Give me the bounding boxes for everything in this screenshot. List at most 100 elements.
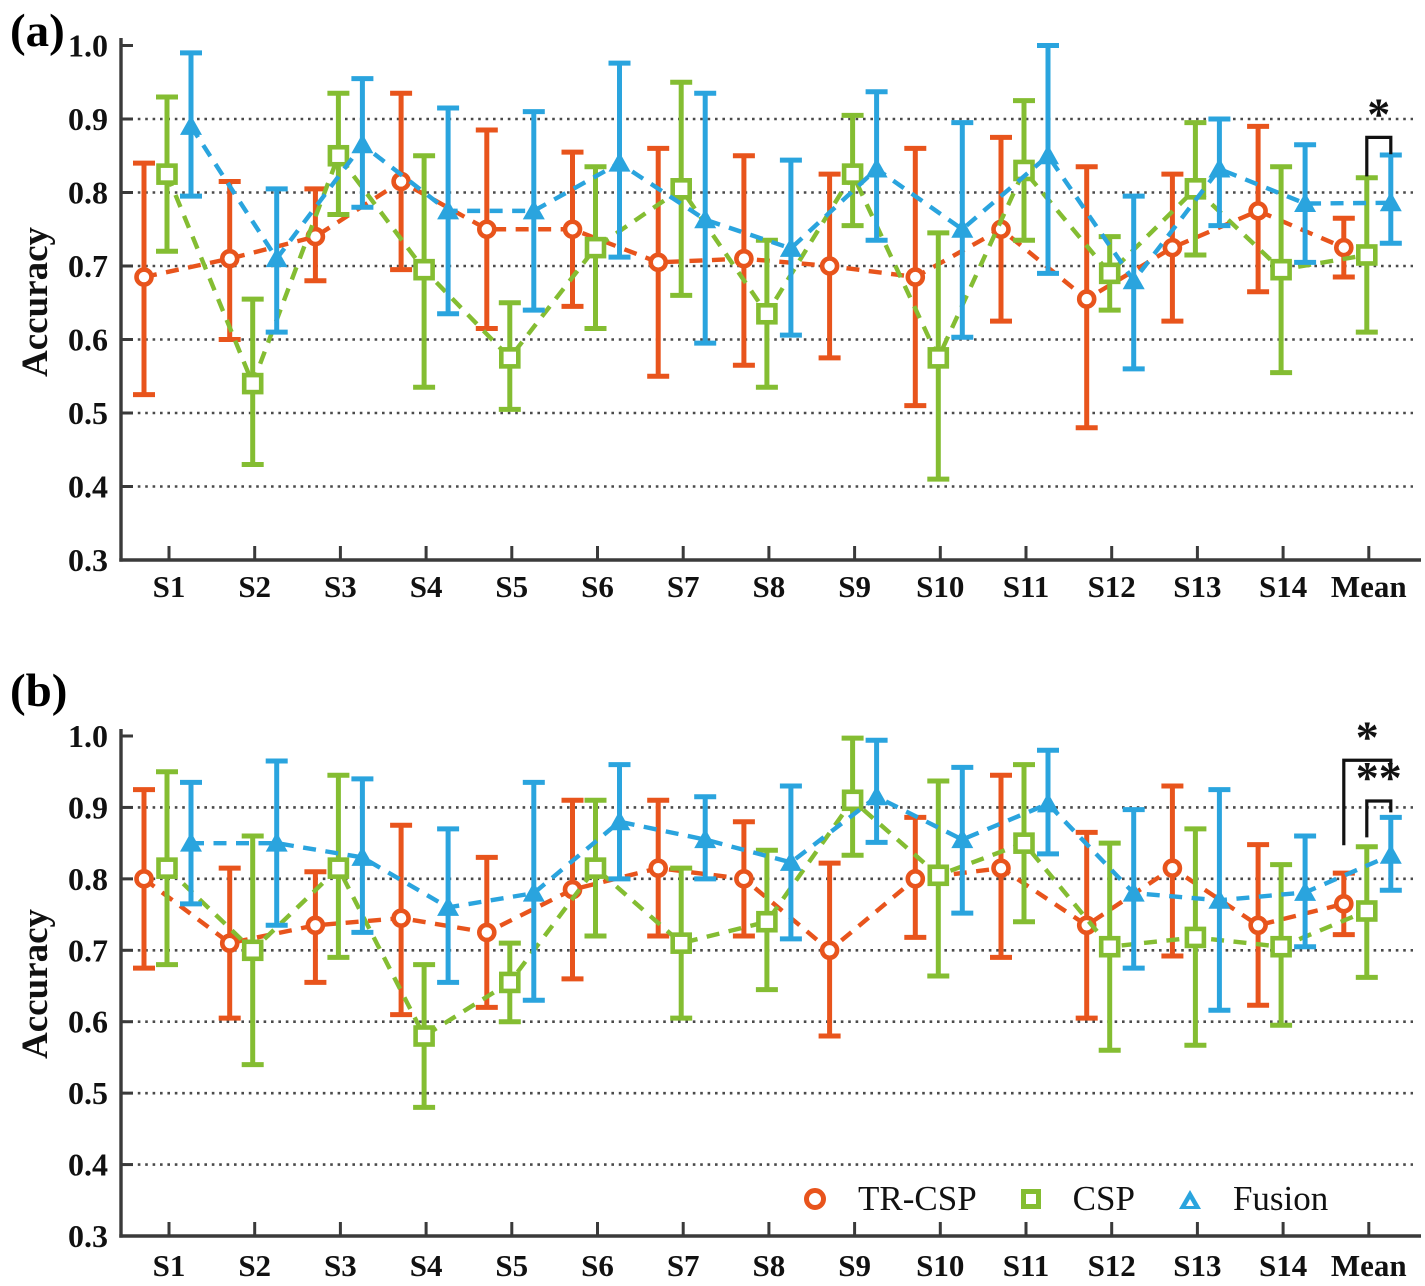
square-marker <box>413 1025 435 1047</box>
triangle-marker <box>779 851 802 871</box>
square-marker <box>1270 258 1292 281</box>
panel-a-ytick: 0.6 <box>68 322 108 358</box>
square-marker <box>241 372 264 395</box>
square-marker <box>1098 935 1121 958</box>
square-marker <box>841 163 864 185</box>
panel-a-y-axis-title: Accuracy <box>15 227 56 377</box>
circle-marker <box>819 256 840 276</box>
panel-b-xtick-S6: S6 <box>581 1248 614 1283</box>
panel-a-xtick-Mean: Mean <box>1331 569 1407 604</box>
significance-star: * <box>1367 88 1390 139</box>
triangle-marker <box>1037 144 1059 165</box>
circle-marker <box>305 915 326 936</box>
square-marker <box>327 144 350 167</box>
triangle-marker <box>522 882 545 902</box>
panel-a-ytick: 0.4 <box>68 469 108 505</box>
panel-a-xtick-S7: S7 <box>667 569 700 604</box>
panel-a-xtick-S5: S5 <box>495 569 528 604</box>
square-marker <box>1013 832 1035 854</box>
panel-b-xtick-S7: S7 <box>667 1248 700 1283</box>
triangle-marker <box>1294 881 1317 901</box>
circle-marker <box>1248 915 1268 936</box>
circle-marker <box>819 940 840 961</box>
panel-a-ytick: 0.3 <box>68 542 108 578</box>
circle-marker <box>648 252 669 273</box>
panel-a-ytick: 1.0 <box>68 28 108 64</box>
panel-a-xtick-S13: S13 <box>1173 569 1221 604</box>
panel-a-xtick-S10: S10 <box>916 569 964 604</box>
panel-b-xtick-S9: S9 <box>838 1248 871 1283</box>
panel-a-xtick-S3: S3 <box>324 569 357 604</box>
square-marker <box>327 857 350 879</box>
triangle-marker <box>437 199 460 220</box>
legend: TR-CSP CSP Fusion <box>804 1174 1328 1224</box>
circle-marker <box>1334 237 1354 258</box>
panel-a-xtick-S4: S4 <box>410 569 443 604</box>
panel-a-xtick-S2: S2 <box>238 569 271 604</box>
circle-marker <box>219 933 240 953</box>
square-marker <box>1356 900 1378 922</box>
triangle-marker <box>608 810 631 831</box>
square-marker <box>584 857 607 879</box>
circle-marker <box>476 922 497 943</box>
square-marker <box>1356 244 1378 266</box>
square-marker <box>927 347 950 369</box>
triangle-marker <box>1294 192 1317 213</box>
square-marker <box>498 971 521 994</box>
panel-a-xtick-S11: S11 <box>1003 569 1050 604</box>
triangle-marker <box>522 199 545 220</box>
triangle-marker <box>265 832 288 852</box>
circle-marker <box>991 858 1011 878</box>
triangle-marker-icon <box>1178 1189 1201 1209</box>
panel-b-xtick-S2: S2 <box>238 1248 271 1283</box>
panel-a-xtick-S9: S9 <box>838 569 871 604</box>
panel-a-xtick-S1: S1 <box>153 569 186 604</box>
circle-marker <box>734 869 754 889</box>
panel-b-y-axis-title: Accuracy <box>15 909 56 1059</box>
significance-bracket: ** <box>1356 752 1402 838</box>
circle-marker <box>905 267 926 287</box>
panel-a-xtick-S6: S6 <box>581 569 614 604</box>
triangle-marker <box>1208 889 1231 909</box>
panel-b-series-TR-CSP <box>133 772 1355 1039</box>
panel-b-xtick-Mean: Mean <box>1331 1248 1407 1283</box>
panel-a-series-CSP <box>156 79 1378 482</box>
legend-item-csp: CSP <box>1020 1179 1135 1219</box>
square-marker <box>1270 935 1292 958</box>
legend-label-csp: CSP <box>1072 1179 1135 1218</box>
triangle-marker <box>180 115 202 135</box>
circle-marker <box>648 858 669 878</box>
panel-a-series-TR-CSP <box>133 90 1355 431</box>
square-marker <box>670 178 693 200</box>
square-marker <box>241 939 264 962</box>
panel-b-axes: 1.0 0.9 0.8 0.7 0.6 0.5 0.4 0.3 S1 S2 S3 S4 S5 S6 S7 S8… <box>68 718 1421 1283</box>
circle-marker <box>1076 289 1097 309</box>
legend-label-fusion: Fusion <box>1232 1179 1329 1218</box>
panel-b-ytick: 0.4 <box>68 1147 108 1183</box>
panel-b-series-Fusion <box>180 737 1402 1013</box>
square-marker <box>1098 262 1121 285</box>
panel-b-xtick-S12: S12 <box>1088 1248 1136 1283</box>
circle-marker <box>476 219 497 240</box>
panel-a-label: (a) <box>10 5 65 57</box>
triangle-marker <box>694 208 717 229</box>
triangle-marker <box>265 247 288 268</box>
panel-b-label: (b) <box>10 665 68 717</box>
panel-b-ytick: 1.0 <box>68 718 108 754</box>
triangle-marker <box>1122 882 1145 902</box>
panel-b-ytick: 0.5 <box>68 1075 108 1111</box>
square-marker <box>841 789 864 812</box>
significance-star: * <box>1356 711 1379 762</box>
panel-a-ytick: 0.9 <box>68 101 108 137</box>
panel-b-ytick: 0.9 <box>68 789 108 825</box>
circle-marker <box>1162 237 1183 258</box>
panel-b-ytick: 0.7 <box>68 932 108 968</box>
panel-b-xtick-S5: S5 <box>495 1248 528 1283</box>
panel-a-ytick: 0.7 <box>68 248 108 284</box>
circle-marker <box>134 267 154 287</box>
triangle-marker <box>351 133 374 154</box>
panel-b-xtick-S4: S4 <box>410 1248 443 1283</box>
panel-b-xtick-S8: S8 <box>753 1248 786 1283</box>
panel-a-ytick: 0.5 <box>68 395 108 431</box>
